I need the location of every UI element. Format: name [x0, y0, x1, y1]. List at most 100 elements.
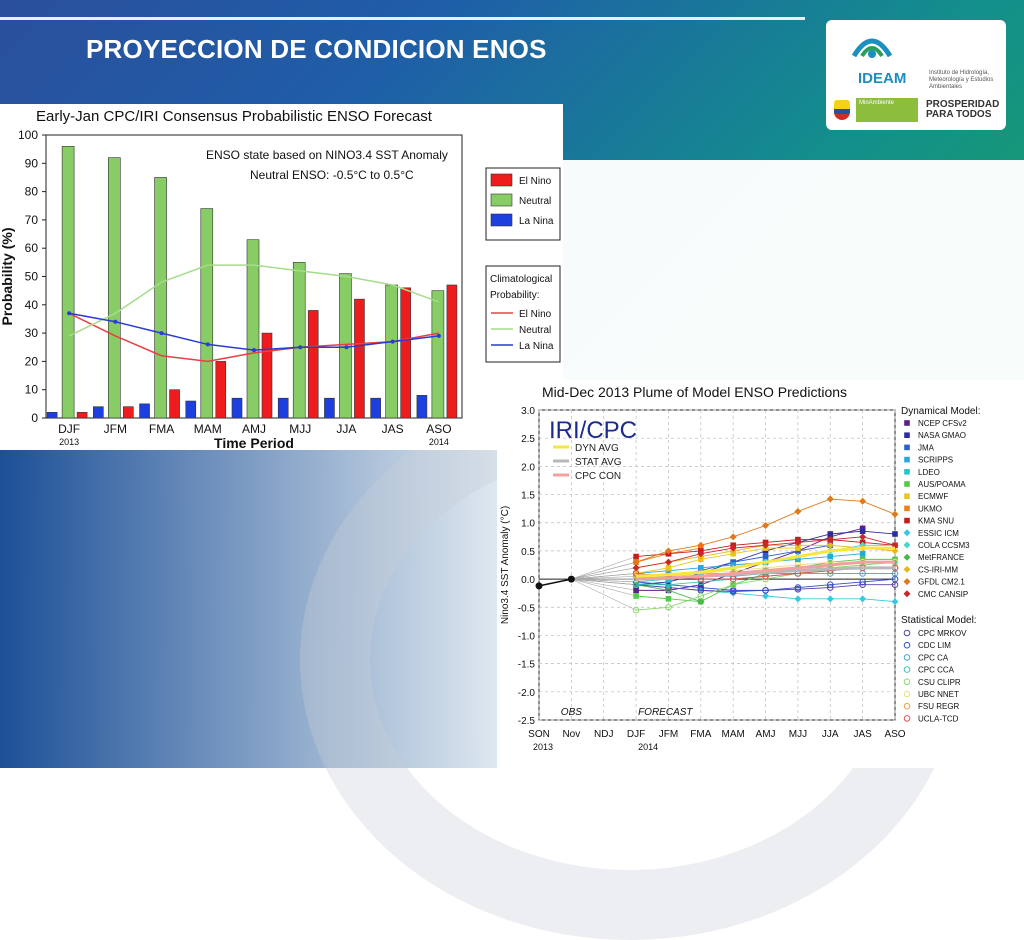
legend-label: La Nina: [519, 216, 554, 227]
enso-probability-chart: Early-Jan CPC/IRI Consensus Probabilisti…: [0, 104, 563, 450]
model-point: [903, 529, 911, 537]
plume-fan-line: [571, 556, 637, 580]
climatology-line-el-nino: [68, 312, 440, 363]
x-year-label: 2014: [429, 437, 449, 447]
bar-el-nino: [215, 361, 227, 419]
model-point: [697, 592, 705, 600]
model-point: [697, 550, 705, 558]
climatology-point: [344, 345, 349, 350]
model-point: [903, 690, 911, 698]
model-point: [904, 444, 910, 451]
model-point: [903, 565, 911, 573]
legend-label: COLA CCSM3: [918, 541, 970, 550]
legend-dynamical-title: Dynamical Model:: [901, 406, 980, 417]
climatology-point: [436, 333, 441, 338]
plume-fan-line: [571, 575, 637, 580]
legend-label: FSU REGR: [918, 702, 960, 711]
model-point: [903, 590, 911, 598]
model-point: [904, 505, 910, 512]
y-tick-label: 100: [18, 128, 38, 142]
legend-label: La Nina: [519, 341, 554, 352]
x-tick-label: JAS: [853, 729, 872, 740]
bar-neutral: [61, 146, 75, 419]
inner-legend-label: DYN AVG: [575, 443, 619, 454]
model-point: [665, 596, 672, 602]
y-tick-label: -2.5: [518, 716, 536, 727]
model-point: [762, 587, 769, 594]
bar-el-nino: [123, 406, 134, 419]
legend-label: CS-IRI-MM: [918, 565, 958, 574]
model-point: [633, 553, 639, 560]
legend-label: JMA: [918, 443, 935, 452]
x-tick-label: MJJ: [789, 729, 807, 740]
model-point: [729, 533, 737, 541]
climatology-point: [205, 342, 210, 347]
model-point: [826, 581, 834, 589]
legend-label: CPC MRKOV: [918, 629, 967, 638]
model-point: [892, 531, 898, 537]
x-axis-label: Time Period: [214, 435, 294, 450]
climatology-point: [113, 319, 118, 324]
model-point: [762, 522, 770, 530]
y-tick-label: 1.0: [521, 519, 535, 530]
average-line: [636, 560, 895, 581]
x-tick-label: MJJ: [289, 422, 311, 436]
model-line: [636, 547, 798, 574]
climatology-point: [159, 331, 164, 336]
obs-point: [567, 575, 575, 583]
bar-el-nino: [400, 287, 411, 419]
inner-legend-label: CPC CON: [575, 471, 621, 482]
x-tick-label: JFM: [659, 729, 678, 740]
climatology-line-neutral: [68, 264, 440, 337]
model-point: [794, 584, 802, 591]
y-tick-label: 40: [25, 298, 39, 312]
model-point: [665, 581, 672, 589]
y-tick-label: 20: [25, 354, 39, 368]
forecast-label: FORECAST: [638, 707, 693, 718]
y-tick-label: -0.5: [518, 603, 536, 614]
ideam-name: IDEAM: [858, 70, 907, 87]
model-point: [903, 578, 911, 586]
model-point: [859, 595, 867, 603]
y-tick-label: 90: [25, 156, 39, 170]
bar-neutral: [200, 208, 214, 419]
enso-plume-chart: Mid-Dec 2013 Plume of Model ENSO Predict…: [497, 380, 1024, 768]
legend-label: UBC NNET: [918, 690, 959, 699]
model-point: [633, 593, 639, 599]
legend-label: UKMO: [918, 504, 942, 513]
model-point: [904, 432, 910, 438]
legend-label: LDEO: [918, 468, 940, 477]
x-tick-label: DJF: [627, 729, 645, 740]
model-point: [903, 678, 911, 686]
chart-title: Early-Jan CPC/IRI Consensus Probabilisti…: [36, 108, 433, 125]
ideam-eye-icon: [851, 38, 893, 58]
model-point: [859, 525, 866, 532]
model-point: [904, 456, 910, 463]
model-line: [636, 527, 863, 591]
x-tick-label: AMJ: [242, 422, 266, 436]
obs-line: [538, 578, 572, 587]
title-rule: [0, 17, 805, 20]
model-point: [859, 497, 867, 505]
legend-label: MetFRANCE: [918, 553, 964, 562]
model-point: [891, 598, 899, 606]
legend-label: Neutral: [519, 196, 551, 207]
y-tick-label: 70: [25, 213, 39, 227]
legend-statistical-title: Statistical Model:: [901, 615, 977, 626]
legend-label: El Nino: [519, 176, 552, 187]
legend-label: El Nino: [519, 309, 552, 320]
model-point: [859, 533, 867, 541]
y-tick-label: -2.0: [518, 688, 536, 699]
x-tick-label: ASO: [884, 729, 905, 740]
legend-box: [485, 265, 561, 363]
legend-label: SCRIPPS: [918, 456, 953, 465]
legend-label: KMA SNU: [918, 517, 954, 526]
x-tick-label: JAS: [382, 422, 404, 436]
bar-neutral: [108, 157, 121, 419]
x-tick-label: SON: [528, 729, 550, 740]
y-tick-label: 50: [25, 270, 39, 284]
chart-title: Mid-Dec 2013 Plume of Model ENSO Predict…: [542, 384, 847, 400]
legend-label: UCLA-TCD: [918, 714, 959, 723]
y-tick-label: 30: [25, 326, 39, 340]
model-point: [859, 528, 866, 534]
